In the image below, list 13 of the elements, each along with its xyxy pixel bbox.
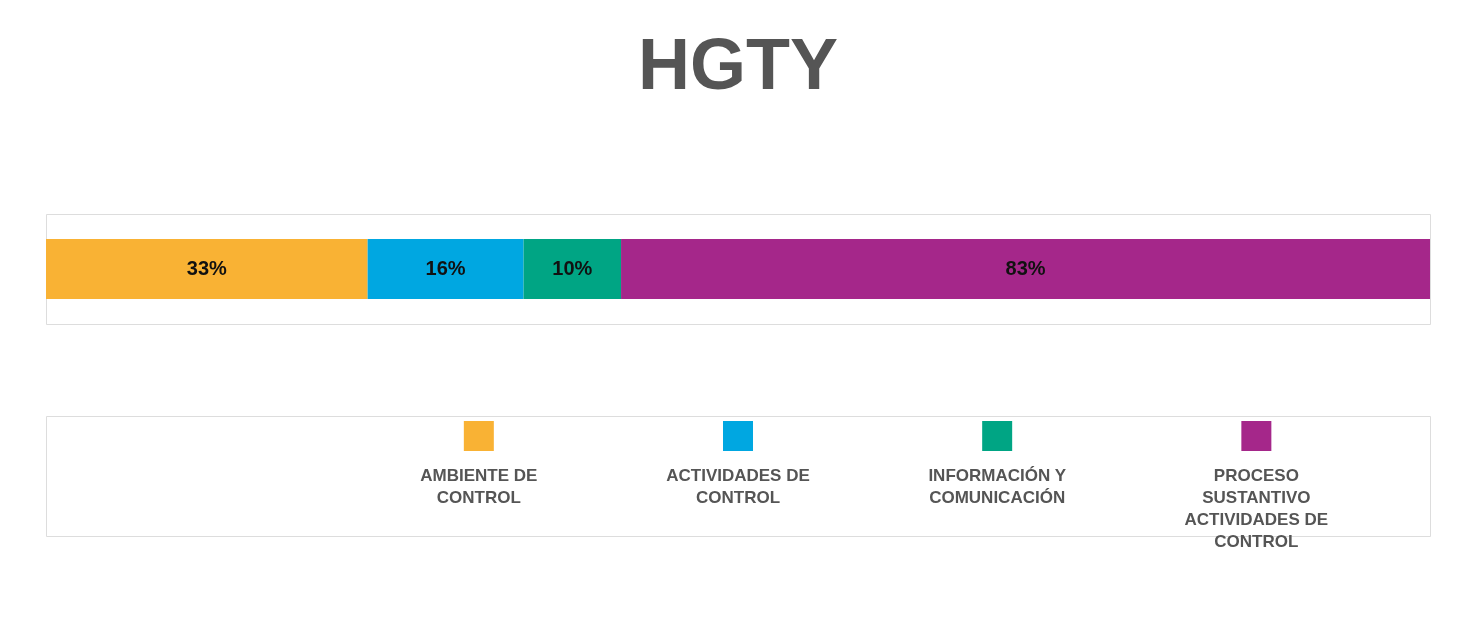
data-label: 33% (186, 257, 228, 279)
bar (46, 239, 368, 299)
data-label: 16% (425, 257, 466, 279)
bar (523, 239, 622, 299)
chart-title: HGTY (637, 23, 839, 104)
legend-label: AMBIENTE DE CONTROL (420, 466, 538, 507)
bar (367, 239, 524, 299)
legend-label: ACTIVIDADES DE CONTROL (666, 466, 810, 507)
data-label: 83% (1005, 257, 1046, 279)
legend-label: PROCESO SUSTANTIVO ACTIVIDADES DE CONTROL (1184, 466, 1329, 551)
legend-label: INFORMACIÓN Y COMUNICACIÓN (928, 466, 1067, 507)
data-label: 10% (552, 257, 593, 279)
bar (621, 239, 1430, 299)
